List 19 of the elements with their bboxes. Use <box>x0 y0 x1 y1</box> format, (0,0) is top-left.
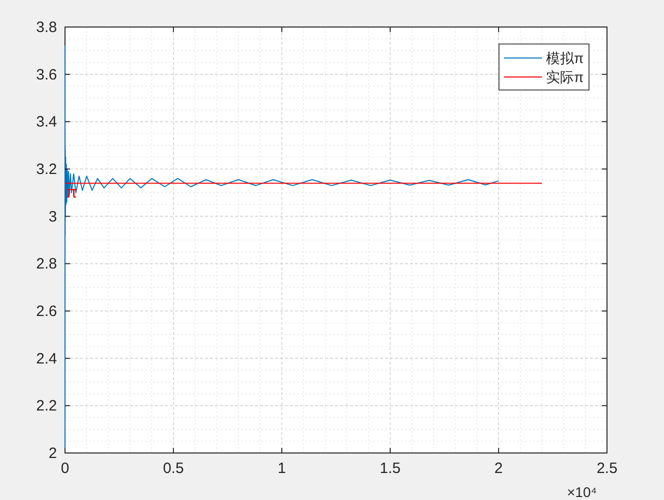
x-tick-label: 1 <box>278 460 286 477</box>
x-tick-label: 1.5 <box>380 460 401 477</box>
y-tick-label: 2 <box>48 445 57 462</box>
y-tick-label: 2.4 <box>36 350 57 368</box>
y-tick-label: 3.4 <box>36 114 57 131</box>
y-tick-label: 3.2 <box>36 161 57 178</box>
y-tick-label: 3.8 <box>36 19 57 36</box>
y-tick-label: 2.6 <box>36 303 57 320</box>
text: ×10⁴ <box>567 484 597 500</box>
legend-label: 模拟π <box>546 50 584 66</box>
legend-label: 实际π <box>546 69 584 85</box>
x-tick-label: 2 <box>494 460 503 477</box>
y-tick-label: 2.2 <box>36 398 57 415</box>
y-tick-label: 3 <box>48 208 57 226</box>
y-tick-label: 3.6 <box>36 66 57 84</box>
x-tick-label: 2.5 <box>596 460 618 477</box>
x-tick-label: 0 <box>60 460 70 477</box>
y-tick-label: 2.8 <box>36 256 57 273</box>
x-tick-label: 0.5 <box>162 460 184 477</box>
